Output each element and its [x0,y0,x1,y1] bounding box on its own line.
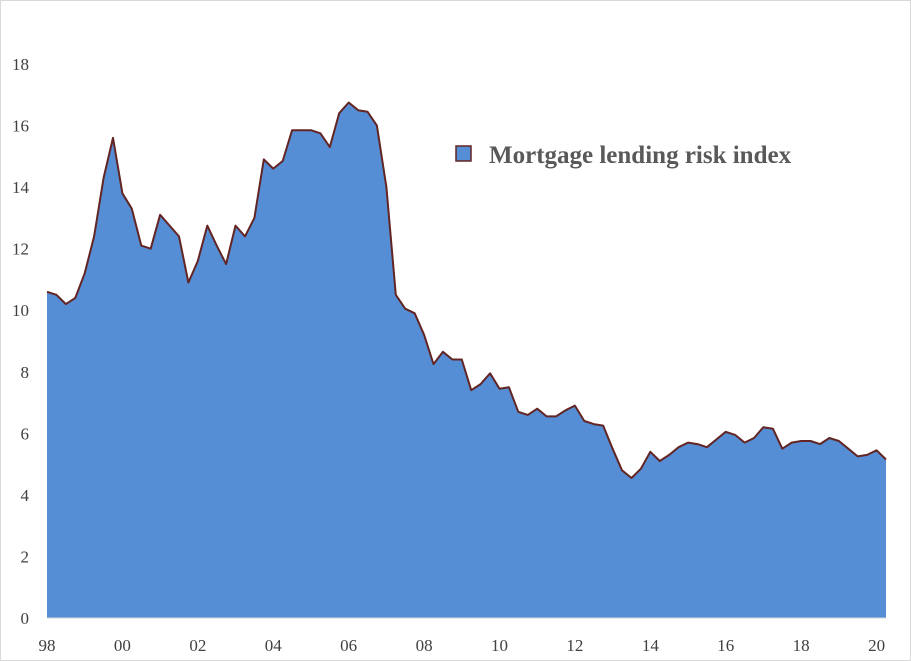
x-axis: 98 00 02 04 06 08 10 12 14 16 18 20 [39,636,886,655]
x-tick-label: 08 [416,636,433,655]
y-tick-label: 12 [12,240,29,259]
y-tick-label: 6 [21,424,30,443]
area-series-line [46,101,887,479]
y-tick-label: 14 [12,178,30,197]
x-tick-label: 20 [868,636,885,655]
y-tick-label: 10 [12,301,29,320]
x-tick-label: 16 [717,636,734,655]
x-tick-label: 98 [39,636,56,655]
y-tick-label: 8 [21,363,30,382]
y-axis: 0 2 4 6 8 10 12 14 16 18 [12,55,30,628]
x-tick-label: 18 [793,636,810,655]
x-tick-label: 14 [642,636,660,655]
y-tick-label: 18 [12,55,29,74]
x-tick-label: 06 [340,636,357,655]
x-tick-label: 10 [491,636,508,655]
area-series-fill [47,102,886,618]
y-tick-label: 16 [12,117,29,136]
legend: Mortgage lending risk index [455,142,792,169]
x-tick-label: 00 [114,636,131,655]
legend-swatch [455,145,472,162]
legend-label: Mortgage lending risk index [489,142,792,169]
y-tick-label: 2 [21,547,30,566]
y-tick-label: 4 [21,486,30,505]
y-tick-label: 0 [21,609,30,628]
plot-area [46,101,887,618]
x-tick-label: 04 [265,636,283,655]
x-tick-label: 02 [189,636,206,655]
x-tick-label: 12 [566,636,583,655]
